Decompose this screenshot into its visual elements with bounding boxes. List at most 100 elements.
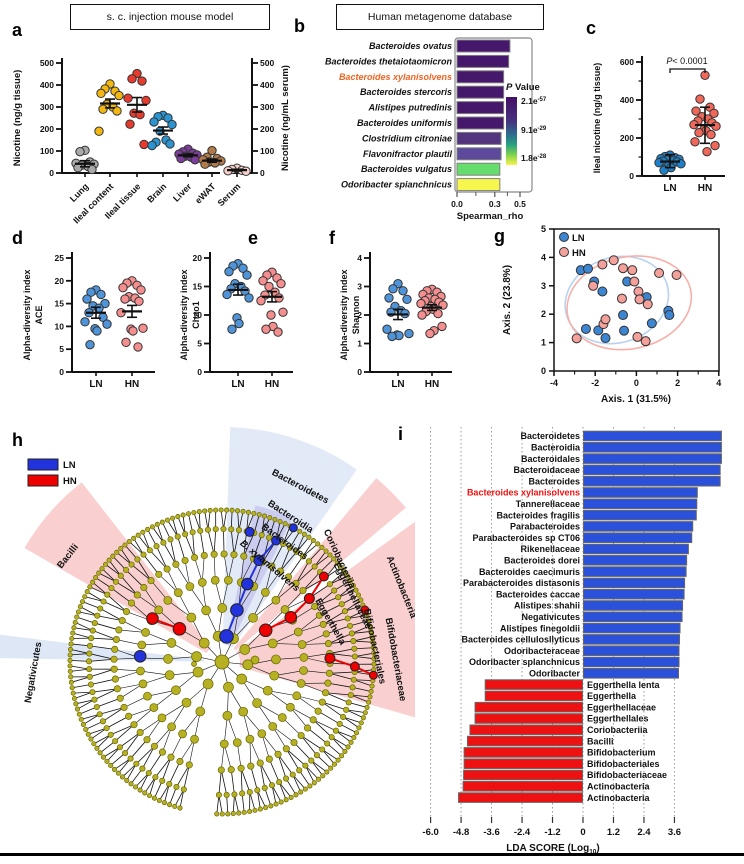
svg-text:0: 0 <box>197 367 202 377</box>
svg-text:Bacteroides ovatus: Bacteroides ovatus <box>369 41 452 51</box>
metagenome-banner-text: Human metagenome database <box>367 11 513 23</box>
svg-text:-2.4: -2.4 <box>514 827 531 838</box>
panel-i-chart: BacteroidetesBacteroidiaBacteroidalesBac… <box>422 427 722 856</box>
svg-text:Clostridium citroniae: Clostridium citroniae <box>362 133 452 143</box>
svg-text:Bifidobacteriales: Bifidobacteriales <box>587 759 660 769</box>
svg-text:4: 4 <box>357 253 362 263</box>
svg-text:ACE: ACE <box>34 305 44 324</box>
svg-text:300: 300 <box>260 102 274 112</box>
svg-text:Axis. 1 (31.5%): Axis. 1 (31.5%) <box>601 394 671 405</box>
svg-text:HN: HN <box>125 379 139 390</box>
svg-text:0: 0 <box>357 367 362 377</box>
svg-text:Actinobacteria: Actinobacteria <box>587 793 651 803</box>
svg-text:Bacteroides vulgatus: Bacteroides vulgatus <box>361 164 452 174</box>
panel-h-label: h <box>12 430 23 450</box>
svg-text:4: 4 <box>541 252 546 262</box>
svg-text:LN: LN <box>89 379 102 390</box>
panel-c-label: c <box>586 18 597 38</box>
svg-text:Bacteroidales: Bacteroidales <box>521 454 580 464</box>
svg-text:LN: LN <box>663 183 676 194</box>
svg-text:Parabacteroides: Parabacteroides <box>510 522 580 532</box>
svg-text:25: 25 <box>55 253 65 263</box>
svg-text:400: 400 <box>40 80 54 90</box>
svg-text:Bacteroides caccae: Bacteroides caccae <box>496 589 580 599</box>
svg-text:3: 3 <box>357 282 362 292</box>
sc-injection-banner: s. c. injection mouse model <box>70 4 270 30</box>
svg-text:Alpha-diversity index: Alpha-diversity index <box>179 269 189 360</box>
svg-text:-6.0: -6.0 <box>422 827 438 838</box>
svg-text:500: 500 <box>40 58 54 68</box>
svg-text:-1.2: -1.2 <box>544 827 560 838</box>
bottom-rule <box>0 853 744 856</box>
svg-text:0.5: 0.5 <box>514 199 526 209</box>
svg-text:Nicotine (ng/mL serum): Nicotine (ng/mL serum) <box>280 65 291 171</box>
svg-text:Parabacteroides sp CT06: Parabacteroides sp CT06 <box>472 533 580 543</box>
svg-text:Bacteroides cellulosllyticus: Bacteroides cellulosllyticus <box>461 635 580 645</box>
svg-text:Brain: Brain <box>145 181 168 204</box>
svg-text:1: 1 <box>541 338 546 348</box>
panel-e-chart: 0 5 10 15 20 LN HN Alpha-diversity index Chao1 <box>179 252 293 390</box>
svg-text:Bacteroidetes: Bacteroidetes <box>520 431 580 441</box>
svg-text:Ileal nicotine (ng/g tissue): Ileal nicotine (ng/g tissue) <box>592 63 602 174</box>
svg-text:0: 0 <box>629 171 634 181</box>
svg-text:-2: -2 <box>591 378 599 388</box>
svg-text:2: 2 <box>675 378 680 388</box>
svg-text:200: 200 <box>620 133 634 143</box>
svg-text:Bacteroides xylanisolvens: Bacteroides xylanisolvens <box>339 72 452 82</box>
svg-text:0: 0 <box>580 827 585 838</box>
svg-text:Negativicutes: Negativicutes <box>521 612 580 622</box>
svg-text:Tannerellaceae: Tannerellaceae <box>516 499 580 509</box>
svg-text:Bacteroides dorei: Bacteroides dorei <box>504 556 580 566</box>
svg-text:Alpha-diversity index: Alpha-diversity index <box>339 269 349 360</box>
svg-text:HN: HN <box>265 379 279 390</box>
svg-text:100: 100 <box>40 146 54 156</box>
svg-text:200: 200 <box>260 124 274 134</box>
svg-text:Chao1: Chao1 <box>191 301 201 329</box>
svg-text:10: 10 <box>193 310 203 320</box>
panel-i-label: i <box>398 424 404 444</box>
svg-text:Bacteroides: Bacteroides <box>528 476 580 486</box>
svg-text:Bacteroides caecimuris: Bacteroides caecimuris <box>479 567 580 577</box>
svg-text:Eggerthellaceae: Eggerthellaceae <box>587 702 656 712</box>
svg-text:Bacteroides stercoris: Bacteroides stercoris <box>360 87 452 97</box>
svg-text:LN: LN <box>231 379 244 390</box>
svg-text:3: 3 <box>541 281 546 291</box>
svg-text:9.1e-29: 9.1e-29 <box>521 125 547 135</box>
svg-text:Odoribacter splanchnicus: Odoribacter splanchnicus <box>469 657 580 667</box>
svg-text:eWAT: eWAT <box>193 181 218 206</box>
svg-text:Spearman_rho: Spearman_rho <box>457 211 524 222</box>
svg-text:Eggerthellales: Eggerthellales <box>587 714 649 724</box>
svg-text:Bifidobacteriaceae: Bifidobacteriaceae <box>587 770 667 780</box>
svg-text:Nicotine (ng/g tissue): Nicotine (ng/g tissue) <box>12 70 23 167</box>
panel-f-label: f <box>329 228 335 248</box>
panel-g-chart: -4 -2 0 2 4 0 1 2 3 4 5 LN HN Axis. 1 (31.5%) Axis. 2 … <box>502 225 721 405</box>
svg-text:400: 400 <box>260 80 274 90</box>
panel-b-chart: Bacteroides ovatus Bacteroides thetaiotao… <box>325 37 547 222</box>
svg-text:Bacteroides uniformis: Bacteroides uniformis <box>357 118 452 128</box>
svg-text:Odoribacteraceae: Odoribacteraceae <box>504 646 580 656</box>
svg-text:Lung: Lung <box>68 181 91 204</box>
svg-text:3.6: 3.6 <box>668 827 681 838</box>
svg-text:100: 100 <box>260 146 274 156</box>
panel-d-chart: 0 5 10 15 20 25 LN HN Alpha-diversity index ACE <box>22 252 155 390</box>
svg-text:Bacteroidaceae: Bacteroidaceae <box>513 465 580 475</box>
svg-text:2.1e-57: 2.1e-57 <box>521 96 547 106</box>
svg-text:Actinobacteria: Actinobacteria <box>587 782 651 792</box>
svg-text:0: 0 <box>541 366 546 376</box>
svg-text:-4.8: -4.8 <box>453 827 469 838</box>
svg-text:HN: HN <box>698 183 712 194</box>
svg-text:5: 5 <box>59 344 64 354</box>
svg-text:Odoribacter: Odoribacter <box>529 669 581 679</box>
svg-text:Bacteroides thetaiotaomicron: Bacteroides thetaiotaomicron <box>325 56 453 66</box>
svg-text:15: 15 <box>193 282 203 292</box>
svg-text:Liver: Liver <box>171 181 194 204</box>
svg-text:300: 300 <box>40 102 54 112</box>
svg-text:600: 600 <box>620 57 634 67</box>
panel-f-chart: 0 1 2 3 4 LN HN Alpha-diversity index Shannon <box>339 252 452 390</box>
svg-text:4: 4 <box>716 378 721 388</box>
svg-text:Alistipes putredinis: Alistipes putredinis <box>367 103 452 113</box>
panel-d-label: d <box>12 228 23 248</box>
svg-text:2: 2 <box>357 310 362 320</box>
svg-text:Coriobacteriia: Coriobacteriia <box>587 725 649 735</box>
